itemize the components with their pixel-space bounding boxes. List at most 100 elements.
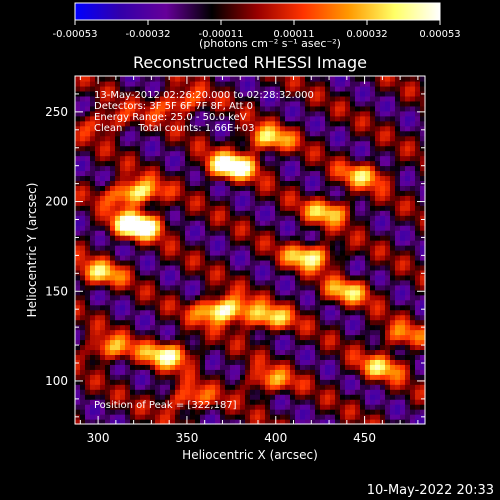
heatmap-cell — [295, 414, 301, 420]
heatmap-cell — [185, 414, 191, 420]
heatmap-cell — [350, 95, 356, 102]
heatmap-cell — [90, 309, 96, 316]
heatmap-cell — [220, 304, 226, 311]
heatmap-cell — [255, 245, 261, 251]
heatmap-cell — [215, 319, 221, 326]
heatmap-cell — [265, 130, 271, 137]
heatmap-cell — [395, 135, 401, 142]
heatmap-cell — [75, 284, 81, 291]
heatmap-cell — [170, 175, 176, 181]
heatmap-cell — [420, 319, 426, 326]
heatmap-cell — [180, 399, 186, 405]
heatmap-cell — [90, 160, 96, 167]
heatmap-cell — [205, 76, 211, 82]
heatmap-cell — [115, 225, 121, 231]
heatmap-cell — [185, 369, 191, 375]
heatmap-cell — [300, 319, 306, 326]
heatmap-cell — [240, 160, 246, 167]
heatmap-cell — [130, 235, 136, 241]
heatmap-cell — [130, 299, 136, 306]
heatmap-cell — [210, 165, 216, 172]
heatmap-cell — [305, 115, 311, 122]
heatmap-cell — [265, 299, 271, 306]
heatmap-cell — [265, 364, 271, 370]
heatmap-cell — [290, 205, 296, 211]
heatmap-cell — [365, 125, 371, 132]
heatmap-cell — [190, 250, 196, 256]
heatmap-cell — [360, 80, 366, 87]
heatmap-cell — [290, 160, 296, 167]
heatmap-cell — [210, 404, 216, 410]
heatmap-cell — [355, 170, 361, 177]
heatmap-cell — [100, 185, 106, 191]
heatmap-cell — [85, 195, 91, 201]
heatmap-cell — [330, 215, 336, 221]
heatmap-cell — [345, 334, 351, 341]
heatmap-cell — [125, 170, 131, 177]
heatmap-cell — [335, 130, 341, 137]
heatmap-cell — [140, 334, 146, 341]
heatmap-cell — [280, 90, 286, 97]
heatmap-cell — [390, 125, 396, 132]
heatmap-cell — [300, 294, 306, 301]
heatmap-cell — [335, 359, 341, 365]
heatmap-cell — [220, 279, 226, 286]
heatmap-cell — [295, 105, 301, 112]
heatmap-cell — [390, 175, 396, 181]
heatmap-cell — [115, 394, 121, 400]
heatmap-cell — [370, 259, 376, 266]
heatmap-cell — [365, 414, 371, 420]
heatmap-cell — [135, 195, 141, 201]
heatmap-cell — [365, 419, 371, 425]
heatmap-cell — [410, 324, 416, 331]
heatmap-cell — [105, 235, 111, 241]
heatmap-cell — [160, 324, 166, 331]
heatmap-cell — [250, 279, 256, 286]
heatmap-cell — [180, 339, 186, 346]
heatmap-cell — [290, 190, 296, 196]
heatmap-cell — [340, 334, 346, 341]
heatmap-cell — [75, 384, 81, 390]
heatmap-cell — [390, 115, 396, 122]
heatmap-cell — [115, 409, 121, 415]
heatmap-cell — [230, 130, 236, 137]
heatmap-cell — [345, 314, 351, 321]
heatmap-cell — [260, 135, 266, 142]
heatmap-cell — [85, 409, 91, 415]
heatmap-cell — [320, 100, 326, 107]
heatmap-cell — [135, 95, 141, 102]
heatmap-cell — [75, 130, 81, 137]
heatmap-cell — [330, 150, 336, 157]
heatmap-cell — [405, 185, 411, 191]
heatmap-cell — [235, 135, 241, 142]
heatmap-cell — [180, 105, 186, 112]
heatmap-cell — [230, 105, 236, 112]
heatmap-cell — [80, 404, 86, 410]
heatmap-cell — [155, 200, 161, 206]
heatmap-cell — [365, 120, 371, 127]
heatmap-cell — [105, 349, 111, 355]
heatmap-cell — [165, 120, 171, 127]
heatmap-cell — [215, 105, 221, 112]
heatmap-cell — [370, 125, 376, 132]
heatmap-cell — [410, 319, 416, 326]
heatmap-cell — [325, 220, 331, 226]
heatmap-cell — [395, 185, 401, 191]
heatmap-cell — [150, 374, 156, 380]
heatmap-cell — [220, 294, 226, 301]
heatmap-cell — [420, 294, 426, 301]
heatmap-cell — [320, 344, 326, 351]
heatmap-cell — [300, 359, 306, 365]
heatmap-cell — [400, 369, 406, 375]
heatmap-cell — [75, 394, 81, 400]
heatmap-cell — [255, 230, 261, 236]
heatmap-cell — [140, 190, 146, 196]
heatmap-cell — [195, 240, 201, 246]
heatmap-cell — [300, 369, 306, 375]
heatmap-cell — [230, 289, 236, 296]
heatmap-cell — [120, 85, 126, 92]
heatmap-cell — [290, 329, 296, 336]
heatmap-cell — [215, 259, 221, 266]
heatmap-cell — [305, 374, 311, 380]
heatmap-cell — [125, 344, 131, 351]
